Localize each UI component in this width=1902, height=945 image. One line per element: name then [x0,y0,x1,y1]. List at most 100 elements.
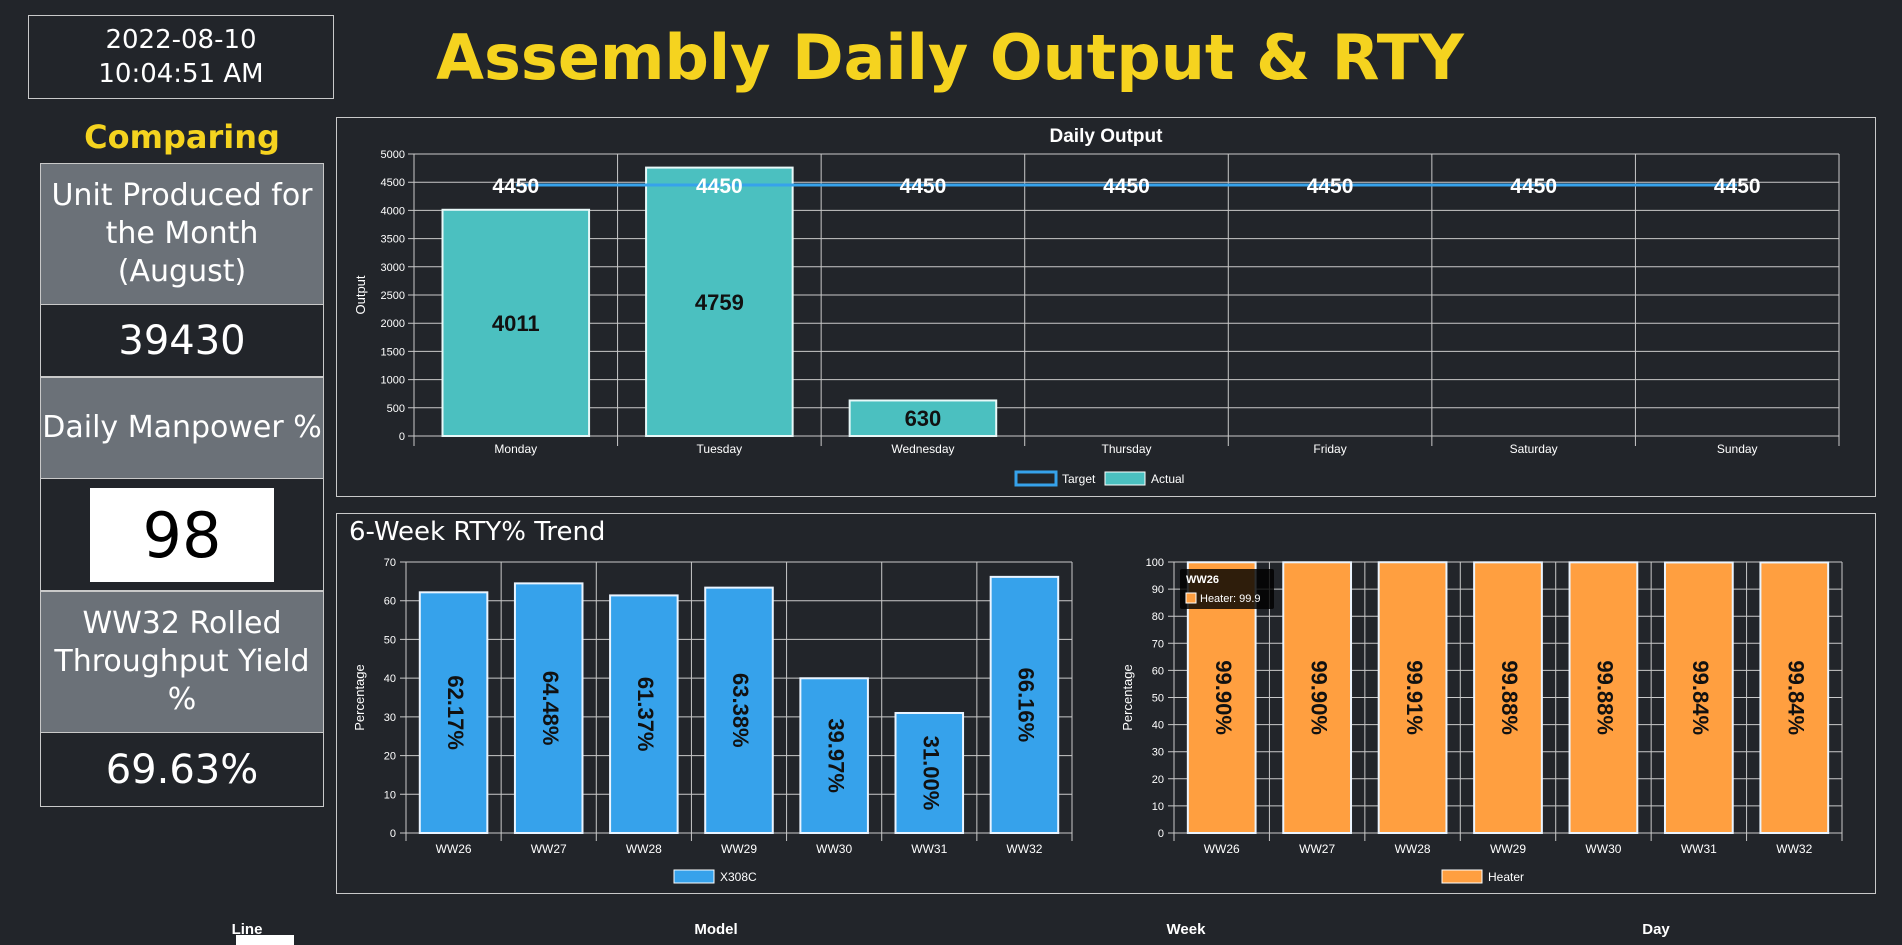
y-tick-label: 2500 [381,290,405,302]
tooltip-title: WW26 [1186,574,1219,586]
time-text: 10:04:51 AM [98,59,264,89]
bar [1663,561,1734,835]
bar [418,591,489,835]
tooltip-background [1180,569,1274,609]
legend-swatch-actual [1104,471,1146,486]
legend-swatch [1441,869,1483,884]
rty-x308c-chart: Percentage 0 10 20 30 40 50 60 70 62.17% 64.48% 61.… [352,557,1073,884]
x-tick-label: WW31 [911,842,947,856]
y-tick-label: 30 [384,712,396,724]
x-tick-label: WW26 [436,842,472,856]
bar [1473,561,1543,835]
rty-trend-panel [336,513,1876,894]
x-tick-label: Saturday [1510,442,1558,456]
legend-label: X308C [720,870,757,884]
x-tick-label: WW28 [626,842,662,856]
y-tick-label: 10 [384,789,396,801]
bar-value-label: 99.91% [1402,660,1427,735]
chart-tooltip: WW26 Heater: 99.9 [1180,569,1274,609]
x-tick-label: Wednesday [891,442,954,456]
x-tick-label: Sunday [1717,442,1758,456]
y-tick-label: 10 [1152,801,1164,813]
day-filter-label: Day [1642,921,1670,938]
x-tick-label: WW28 [1395,842,1431,856]
bar [799,677,869,834]
target-value-label: 4450 [1103,175,1150,198]
daily-output-chart: Daily Output Output 0 500 1000 1500 2000 2500 30… [353,126,1840,487]
bar [704,586,774,834]
bar-value-label: 63.38% [728,673,753,748]
y-tick-label: 3500 [381,234,405,246]
y-tick-label: 4500 [381,177,405,189]
x-tick-label: WW31 [1681,842,1717,856]
daily-output-panel [336,117,1876,497]
bar-value-label: 99.90% [1211,660,1236,735]
bar-value-label: 99.84% [1688,660,1713,735]
target-value-label: 4450 [900,175,947,198]
bar-value-label: 99.90% [1306,660,1331,735]
y-tick-label: 70 [1152,638,1164,650]
y-tick-label: 1500 [381,346,405,358]
model-filter-label: Model [694,921,738,938]
y-axis-label: Output [353,275,368,314]
bar-value-label: 4759 [695,290,744,315]
y-tick-label: 60 [384,596,396,608]
target-value-label: 4450 [492,175,539,198]
kpi-label: Unit Produced for the Month (August) [41,164,323,305]
legend-label-actual: Actual [1151,472,1184,486]
y-tick-label: 0 [399,431,405,443]
y-tick-label: 80 [1152,611,1164,623]
y-tick-label: 20 [384,751,396,763]
y-tick-label: 2000 [381,318,405,330]
legend-label: Heater [1488,870,1524,884]
x-tick-label: WW30 [816,842,852,856]
tooltip-text: Heater: 99.9 [1200,593,1261,605]
kpi-value: 69.63% [41,733,323,806]
y-tick-label: 50 [384,634,396,646]
bar [609,594,679,834]
bar-value-label: 39.97% [823,718,848,793]
bar-value-label: 4011 [492,311,540,336]
bar-value-label: 64.48% [538,671,563,746]
y-tick-label: 30 [1152,747,1164,759]
x-tick-label: WW29 [1490,842,1526,856]
rty-trend-title: 6-Week RTY% Trend [349,517,606,547]
kpi-value-container: 98 [41,479,323,591]
x-tick-label: WW32 [1006,842,1042,856]
x-tick-label: WW27 [531,842,567,856]
bar-actual [848,399,998,437]
y-tick-label: 40 [1152,720,1164,732]
kpi-daily-manpower: Daily Manpower % 98 [40,376,324,592]
x-tick-label: Friday [1313,442,1346,456]
kpi-label: Daily Manpower % [41,377,323,479]
target-value-label: 4450 [1307,175,1354,198]
kpi-label: WW32 Rolled Throughput Yield % [41,591,323,733]
y-tick-label: 1000 [381,375,405,387]
y-tick-label: 70 [384,557,396,569]
bar [989,575,1060,835]
bar-value-label: 99.88% [1593,660,1618,735]
y-tick-label: 5000 [381,149,405,161]
bar-value-label: 31.00% [918,736,943,811]
bar [513,582,584,834]
comparing-heading: Comparing [84,118,280,156]
y-tick-label: 500 [387,403,405,415]
bar [1568,561,1639,835]
y-tick-label: 50 [1152,693,1164,705]
chart-title: Daily Output [1050,126,1164,147]
y-axis-label: Percentage [1120,664,1135,731]
line-filter-label: Line [231,921,263,938]
y-tick-label: 4000 [381,205,405,217]
date-time-display: 2022-08-10 10:04:51 AM [28,15,334,99]
y-tick-label: 0 [1158,828,1164,840]
page-title: Assembly Daily Output & RTY [436,21,1464,94]
y-tick-label: 40 [384,673,396,685]
bar [1282,561,1353,835]
tooltip-swatch [1185,592,1197,604]
x-tick-label: WW30 [1585,842,1621,856]
kpi-rty: WW32 Rolled Throughput Yield % 69.63% [40,590,324,807]
y-tick-label: 0 [390,828,396,840]
x-tick-label: WW27 [1299,842,1335,856]
bar-value-label: 61.37% [633,677,658,752]
x-tick-label: Thursday [1101,442,1151,456]
